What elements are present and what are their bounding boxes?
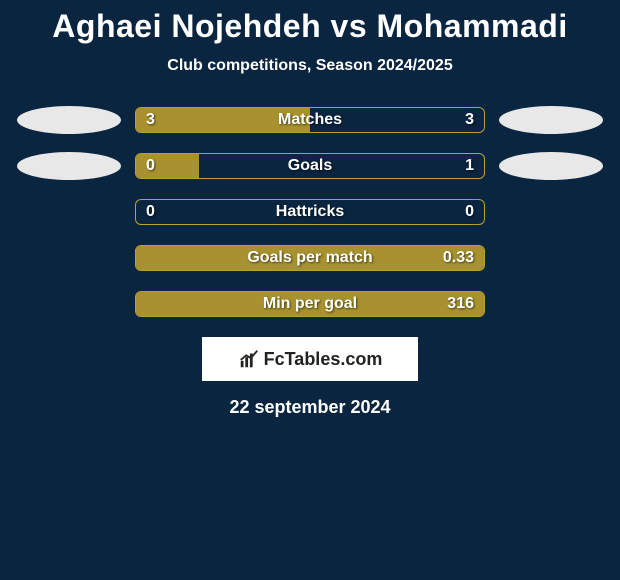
comparison-infographic: Aghaei Nojehdeh vs Mohammadi Club compet… — [0, 0, 620, 418]
page-title: Aghaei Nojehdeh vs Mohammadi — [0, 8, 620, 45]
stat-row: 0Goals1 — [0, 153, 620, 179]
date-label: 22 september 2024 — [0, 397, 620, 418]
site-logo: FcTables.com — [202, 337, 418, 381]
stat-bar: 0Hattricks0 — [135, 199, 485, 225]
bar-fill-left — [136, 108, 310, 132]
avatar-placeholder-icon — [499, 152, 603, 180]
stat-bar: Min per goal316 — [135, 291, 485, 317]
bar-fill-left — [136, 246, 484, 270]
bar-fill-right — [199, 154, 484, 178]
subtitle: Club competitions, Season 2024/2025 — [0, 57, 620, 75]
avatar-placeholder-icon — [17, 152, 121, 180]
stat-row: 3Matches3 — [0, 107, 620, 133]
avatar-placeholder-icon — [499, 106, 603, 134]
logo-text: FcTables.com — [264, 349, 383, 370]
stat-row: Min per goal316 — [0, 291, 620, 317]
bar-fill-left — [136, 292, 484, 316]
stat-bar: 3Matches3 — [135, 107, 485, 133]
chart-icon — [238, 348, 260, 370]
right-avatar — [499, 152, 603, 180]
right-avatar — [499, 106, 603, 134]
stat-row: Goals per match0.33 — [0, 245, 620, 271]
stat-row: 0Hattricks0 — [0, 199, 620, 225]
stat-bar: Goals per match0.33 — [135, 245, 485, 271]
left-avatar — [17, 106, 121, 134]
stat-bar: 0Goals1 — [135, 153, 485, 179]
avatar-placeholder-icon — [17, 106, 121, 134]
bar-fill-left — [136, 154, 199, 178]
bar-fill-right — [310, 108, 484, 132]
left-avatar — [17, 152, 121, 180]
stats-rows: 3Matches3 0Goals1 0Hattricks0 Goals per mat… — [0, 107, 620, 317]
bar-fill-right — [136, 200, 484, 224]
